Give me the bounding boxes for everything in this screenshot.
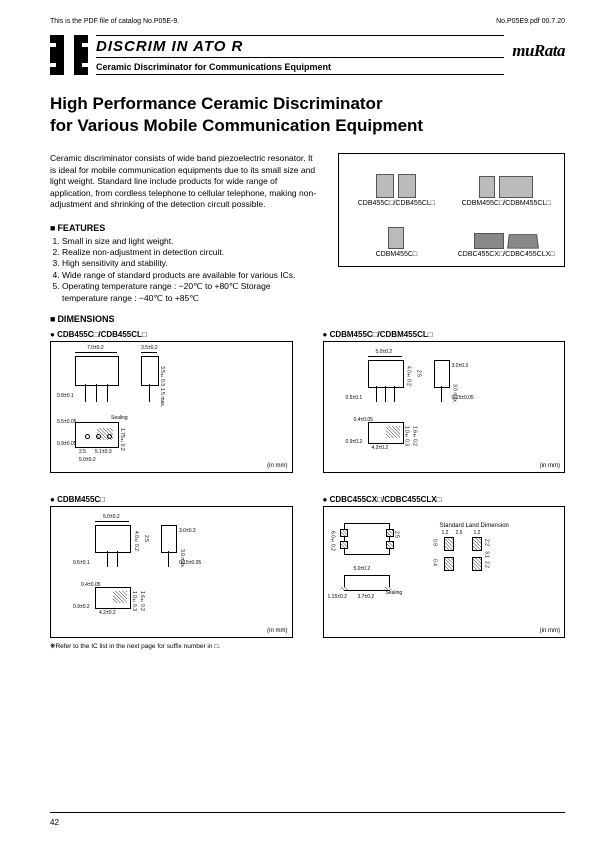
dimension-drawing: 5.0±0.2 0.5±0.1 3.0±0.3 3.0 max. 0.15±0.… — [323, 341, 566, 473]
page-title: High Performance Ceramic Discriminator f… — [50, 93, 565, 137]
product-label: CDBM455C□/CDBM455CL□ — [462, 200, 551, 207]
component-photo — [388, 227, 404, 249]
product-cell: CDBM455C□ — [347, 213, 447, 258]
category-subtitle: Ceramic Discriminator for Communications… — [96, 60, 504, 75]
unit-label: (in mm) — [540, 463, 560, 469]
dimension-drawing: 5.0±0.2 0.5±0.1 3.0±0.3 3.0 max. 0.15±0.… — [50, 506, 293, 638]
component-photo — [507, 234, 539, 249]
product-label: CDB455C□/CDB455CL□ — [358, 200, 435, 207]
header-band: DISCRIM IN ATO R Ceramic Discriminator f… — [50, 35, 565, 75]
dim-title: CDB455C□/CDB455CL□ — [50, 330, 293, 339]
feature-item: Operating temperature range : −20℃ to +8… — [62, 281, 318, 304]
suffix-ref-note: ❋Refer to the IC list in the next page f… — [50, 642, 565, 650]
catalog-note: This is the PDF file of catalog No.P05E-… — [50, 18, 179, 25]
footer-rule — [50, 812, 565, 813]
dim-title: CDBC455CX□/CDBC455CLX□ — [323, 495, 566, 504]
murata-logo: muRata — [512, 35, 565, 61]
component-photo — [499, 176, 533, 198]
unit-label: (in mm) — [267, 628, 287, 634]
title-line-2: for Various Mobile Communication Equipme… — [50, 115, 565, 137]
page-number: 42 — [50, 818, 59, 827]
unit-label: (in mm) — [267, 463, 287, 469]
dim-block: CDB455C□/CDB455CL□ 7.0±0.2 0.8±0.1 3.5±0… — [50, 330, 293, 473]
dimensions-grid: CDB455C□/CDB455CL□ 7.0±0.2 0.8±0.1 3.5±0… — [50, 330, 565, 638]
feature-item: High sensitivity and stability. — [62, 258, 318, 269]
unit-label: (in mm) — [540, 628, 560, 634]
dimensions-head: DIMENSIONS — [50, 314, 565, 324]
component-photo — [376, 174, 394, 198]
dimension-drawing: 7.0±0.2 0.8±0.1 3.5±0.2 3.5±0.3 1.5 max.… — [50, 341, 293, 473]
intro-text: Ceramic discriminator consists of wide b… — [50, 153, 318, 210]
feature-item: Small in size and light weight. — [62, 236, 318, 247]
dim-title: CDBM455C□/CDBM455CL□ — [323, 330, 566, 339]
feature-item: Realize non-adjustment in detection circ… — [62, 247, 318, 258]
category-icon — [50, 35, 88, 75]
title-line-1: High Performance Ceramic Discriminator — [50, 93, 565, 115]
top-meta-row: This is the PDF file of catalog No.P05E-… — [50, 18, 565, 25]
doc-id: No.P05E9.pdf 00.7.20 — [496, 18, 565, 25]
category-title: DISCRIM IN ATO R — [96, 38, 504, 58]
dim-block: CDBM455C□ 5.0±0.2 0.5±0.1 3.0±0.3 3.0 ma… — [50, 495, 293, 638]
product-label: CDBC455CX□/CDBC455CLX□ — [458, 251, 555, 258]
component-photo — [479, 176, 495, 198]
features-head: FEATURES — [50, 223, 318, 233]
product-cell: CDB455C□/CDB455CL□ — [347, 162, 447, 207]
component-photo — [474, 233, 504, 249]
features-section: FEATURES Small in size and light weight.… — [50, 223, 318, 305]
dim-title: CDBM455C□ — [50, 495, 293, 504]
std-land-label: Standard Land Dimension — [440, 523, 509, 529]
dim-block: CDBC455CX□/CDBC455CLX□ 6.0±0.2 2.5 5.0±0… — [323, 495, 566, 638]
component-photo — [398, 174, 416, 198]
product-cell: CDBM455C□/CDBM455CL□ — [456, 162, 556, 207]
product-cell: CDBC455CX□/CDBC455CLX□ — [456, 213, 556, 258]
feature-item: Wide range of standard products are avai… — [62, 270, 318, 281]
dimension-drawing: 6.0±0.2 2.5 5.0±0.2 1.15±0.2 3.7±0.2 Sea… — [323, 506, 566, 638]
product-photo-box: CDB455C□/CDB455CL□ CDBM455C□/CDBM455CL□ … — [338, 153, 566, 267]
product-label: CDBM455C□ — [376, 251, 418, 258]
features-list: Small in size and light weight. Realize … — [50, 236, 318, 305]
dim-block: CDBM455C□/CDBM455CL□ 5.0±0.2 0.5±0.1 3.0… — [323, 330, 566, 473]
